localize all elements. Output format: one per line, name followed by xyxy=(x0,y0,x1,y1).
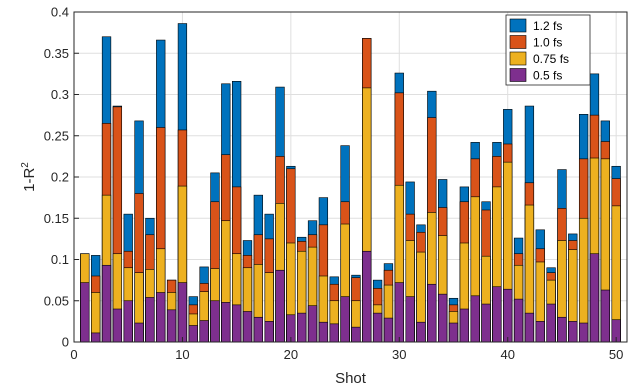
bar xyxy=(405,296,415,343)
legend: 1.2 fs 1.0 fs 0.75 fs 0.5 fs xyxy=(505,14,591,86)
bar xyxy=(199,320,209,343)
bar xyxy=(438,293,448,343)
bar xyxy=(481,303,491,343)
bar xyxy=(340,296,350,343)
x-axis: 0 10 20 30 40 50 xyxy=(70,337,623,362)
bar xyxy=(329,323,339,343)
x-tick-label: 0 xyxy=(70,347,77,362)
bar xyxy=(177,282,188,343)
bar xyxy=(253,316,263,343)
bar xyxy=(557,316,567,343)
y-axis-label-group: 1-R2 xyxy=(20,162,38,192)
legend-label: 0.75 fs xyxy=(533,52,569,66)
x-tick-label: 40 xyxy=(500,347,514,362)
y-tick-label: 0.3 xyxy=(51,87,69,102)
bar xyxy=(318,321,329,343)
bar xyxy=(275,269,285,343)
bar xyxy=(156,292,166,343)
bar xyxy=(535,321,545,343)
y-tick-label: 0.4 xyxy=(51,5,69,20)
x-axis-label: Shot xyxy=(335,370,367,387)
y-axis: 0 0.05 0.1 0.15 0.2 0.25 0.3 0.35 0.4 xyxy=(44,5,79,350)
legend-swatch xyxy=(509,51,527,66)
y-tick-label: 0.15 xyxy=(44,211,69,226)
x-tick-label: 10 xyxy=(175,347,189,362)
y-axis-label-superscript: 2 xyxy=(20,162,31,168)
bar xyxy=(459,308,469,343)
y-tick-label: 0.05 xyxy=(44,293,69,308)
bar xyxy=(91,332,101,343)
bar xyxy=(134,322,144,343)
bar xyxy=(362,250,372,343)
x-tick-label: 20 xyxy=(284,347,298,362)
bar xyxy=(513,298,524,343)
y-tick-label: 0.25 xyxy=(44,128,69,143)
bar xyxy=(123,300,133,343)
bar xyxy=(232,304,242,343)
y-axis-label: 1-R2 xyxy=(20,162,38,192)
bar xyxy=(221,302,231,343)
bar xyxy=(351,326,361,343)
bar xyxy=(568,321,578,343)
legend-swatch xyxy=(509,18,527,33)
bar xyxy=(188,325,198,343)
bar xyxy=(80,282,90,343)
bar xyxy=(307,305,318,343)
bar xyxy=(297,312,307,343)
bar xyxy=(589,253,600,343)
bar xyxy=(503,288,513,343)
bar xyxy=(492,286,502,343)
bar xyxy=(372,312,383,343)
bar xyxy=(524,312,535,343)
y-tick-label: 0.35 xyxy=(44,46,69,61)
series-0-5-fs xyxy=(80,250,621,343)
bar xyxy=(264,321,274,343)
legend-swatch xyxy=(509,68,527,82)
bar xyxy=(166,309,177,343)
bar xyxy=(427,283,437,343)
bar xyxy=(101,264,112,343)
bar xyxy=(242,311,253,343)
bar xyxy=(470,295,480,343)
bar xyxy=(448,322,459,343)
y-tick-label: 0.1 xyxy=(51,252,69,267)
bar xyxy=(145,297,155,343)
legend-label: 1.2 fs xyxy=(533,19,562,33)
x-tick-label: 50 xyxy=(609,347,623,362)
bar xyxy=(546,303,556,343)
bar xyxy=(210,300,220,343)
legend-label: 1.0 fs xyxy=(533,36,562,50)
bar xyxy=(578,322,589,343)
bar xyxy=(416,321,426,343)
y-tick-label: 0 xyxy=(62,335,69,350)
bar xyxy=(600,289,610,343)
y-axis-label-main: 1-R xyxy=(21,168,38,192)
bar xyxy=(383,317,394,343)
y-tick-label: 0.2 xyxy=(51,170,69,185)
bar xyxy=(112,308,123,343)
legend-label: 0.5 fs xyxy=(533,69,562,83)
bar xyxy=(394,282,404,343)
x-tick-label: 30 xyxy=(392,347,406,362)
legend-swatch xyxy=(509,35,527,49)
